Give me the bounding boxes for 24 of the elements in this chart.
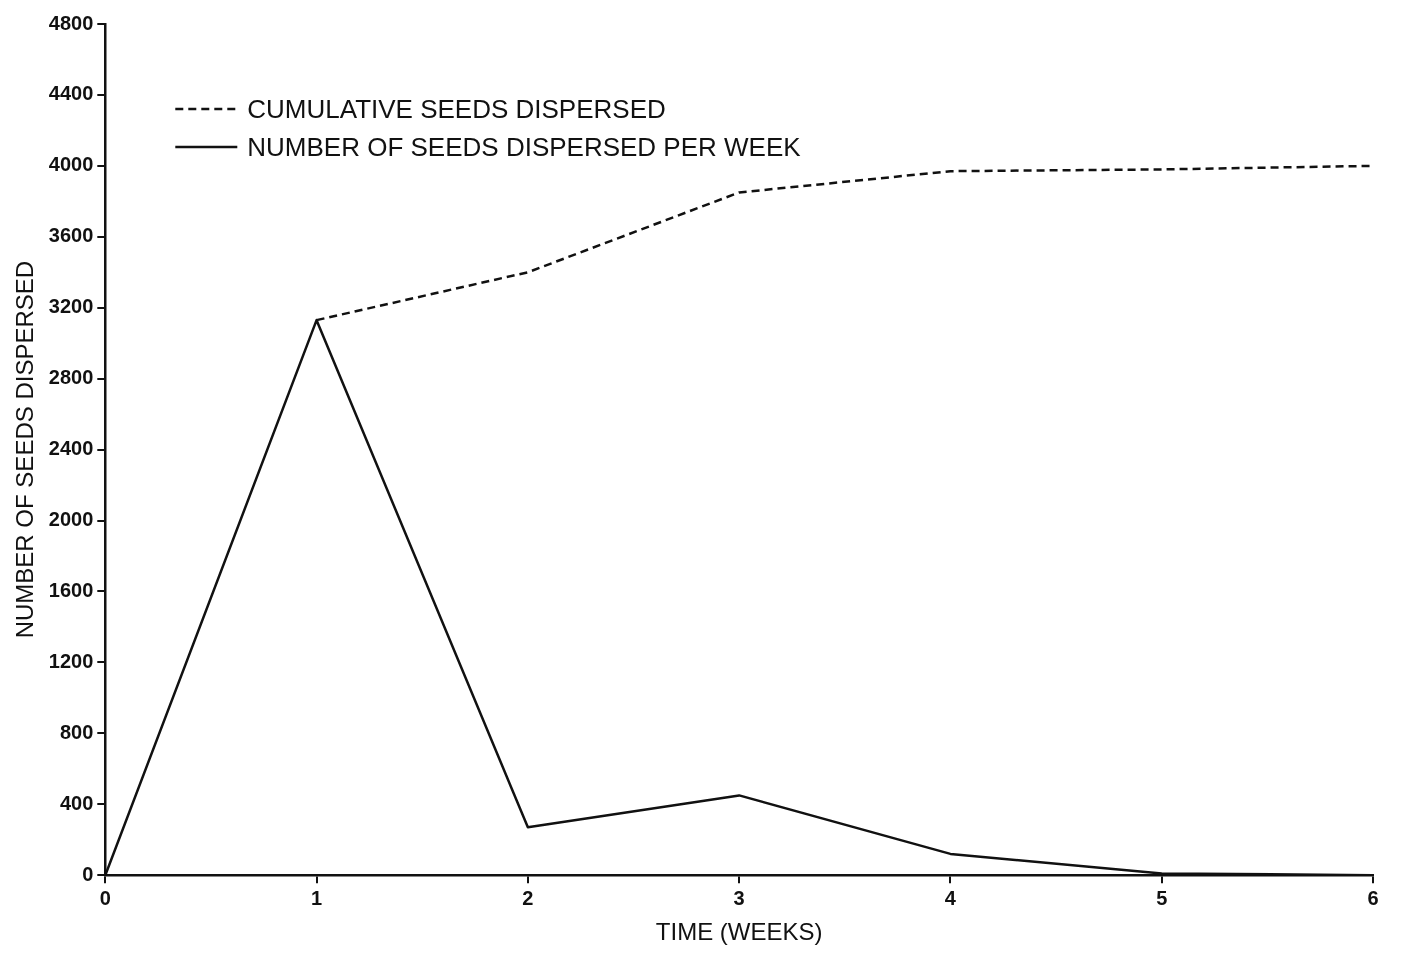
y-axis-title: NUMBER OF SEEDS DISPERSED bbox=[11, 260, 39, 639]
x-tick-label: 2 bbox=[522, 886, 534, 909]
x-tick-label: 5 bbox=[1156, 886, 1168, 909]
y-tick-label: 4000 bbox=[48, 153, 94, 176]
legend-label: NUMBER OF SEEDS DISPERSED PER WEEK bbox=[247, 132, 802, 162]
y-tick-label: 0 bbox=[82, 862, 94, 885]
x-axis-title: TIME (WEEKS) bbox=[655, 918, 823, 946]
legend-label: CUMULATIVE SEEDS DISPERSED bbox=[247, 94, 666, 124]
x-tick-label: 0 bbox=[99, 886, 111, 909]
y-tick-label: 1200 bbox=[48, 649, 94, 672]
x-tick-label: 3 bbox=[733, 886, 745, 909]
y-tick-label: 400 bbox=[59, 791, 94, 814]
x-tick-label: 6 bbox=[1367, 886, 1379, 909]
y-tick-label: 2000 bbox=[48, 508, 94, 531]
x-tick-label: 1 bbox=[311, 886, 323, 909]
y-tick-label: 4400 bbox=[48, 82, 94, 105]
y-tick-label: 4800 bbox=[48, 11, 94, 34]
y-tick-label: 2400 bbox=[48, 437, 94, 460]
y-tick-label: 3200 bbox=[48, 295, 94, 318]
y-tick-label: 2800 bbox=[48, 366, 94, 389]
y-tick-label: 1600 bbox=[48, 578, 94, 601]
y-tick-label: 800 bbox=[59, 720, 94, 743]
x-tick-label: 4 bbox=[944, 886, 957, 909]
y-tick-label: 3600 bbox=[48, 224, 94, 247]
